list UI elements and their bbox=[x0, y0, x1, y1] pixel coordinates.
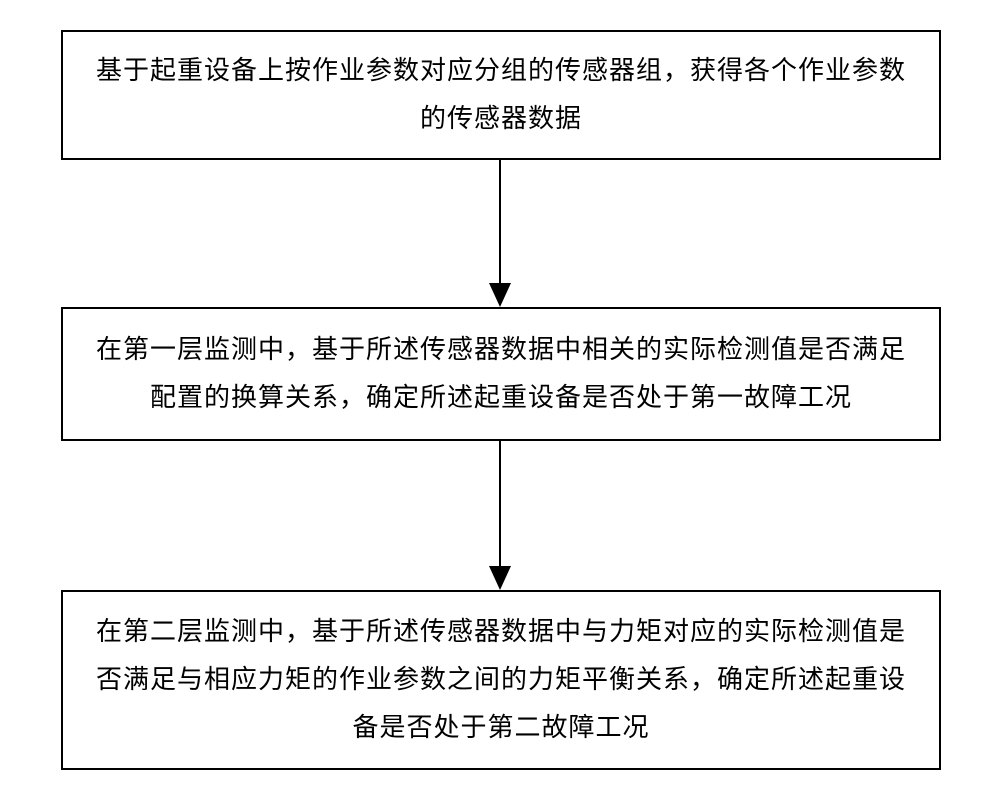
flow-step-1-text: 基于起重设备上按作业参数对应分组的传感器组，获得各个作业参数的传感器数据 bbox=[91, 47, 911, 143]
arrow-1-line bbox=[499, 160, 501, 283]
arrow-2-line bbox=[499, 441, 501, 566]
arrow-1-head bbox=[489, 283, 511, 307]
flow-step-2: 在第一层监测中，基于所述传感器数据中相关的实际检测值是否满足配置的换算关系，确定… bbox=[61, 307, 941, 441]
flow-step-2-text: 在第一层监测中，基于所述传感器数据中相关的实际检测值是否满足配置的换算关系，确定… bbox=[91, 326, 911, 422]
flow-step-1: 基于起重设备上按作业参数对应分组的传感器组，获得各个作业参数的传感器数据 bbox=[61, 30, 941, 160]
flow-step-3: 在第二层监测中，基于所述传感器数据中与力矩对应的实际检测值是否满足与相应力矩的作… bbox=[61, 590, 941, 770]
flow-step-3-text: 在第二层监测中，基于所述传感器数据中与力矩对应的实际检测值是否满足与相应力矩的作… bbox=[91, 608, 911, 752]
flowchart-canvas: 基于起重设备上按作业参数对应分组的传感器组，获得各个作业参数的传感器数据 在第一… bbox=[0, 0, 1000, 808]
arrow-2-head bbox=[489, 566, 511, 590]
